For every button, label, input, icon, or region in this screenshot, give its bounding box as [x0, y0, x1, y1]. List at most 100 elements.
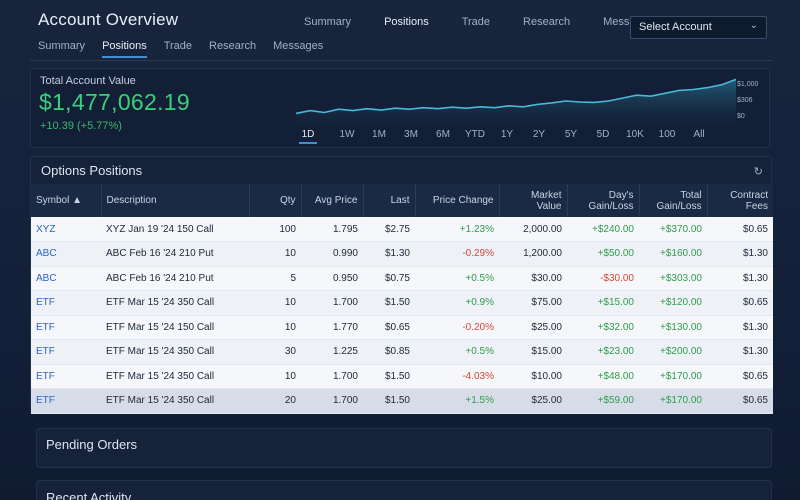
market-value-cell: 1,200.00 [499, 241, 567, 267]
col-symbol[interactable]: Symbol ▲ [31, 184, 102, 217]
account-value-card: Total Account Value $1,477,062.19 +10.39… [30, 68, 770, 148]
refresh-icon[interactable]: ↻ [753, 166, 763, 178]
symbol-cell[interactable]: ETF [31, 388, 101, 414]
description-cell: ABC Feb 16 '24 210 Put [101, 241, 249, 267]
price-change-cell: +0.5% [415, 266, 499, 291]
col-last[interactable]: Last [363, 184, 416, 217]
col-total-gain-loss[interactable]: Total Gain/Loss [639, 184, 708, 217]
market-value-cell: $10.00 [499, 364, 567, 389]
range-10k[interactable]: 10K [626, 129, 644, 140]
table-row[interactable]: ETF ETF Mar 15 '24 350 Call 30 1.225 $0.85 +0… [31, 339, 773, 365]
range-3m[interactable]: 3M [404, 129, 418, 140]
avg-price-cell: 1.700 [301, 290, 363, 316]
col-contract-fees[interactable]: Contract Fees [707, 184, 773, 217]
symbol-cell[interactable]: ETF [31, 315, 101, 340]
symbol-cell[interactable]: XYZ [31, 217, 101, 242]
col-description[interactable]: Description [101, 184, 250, 217]
range-6m[interactable]: 6M [436, 129, 450, 140]
description-cell: ETF Mar 15 '24 350 Call [101, 290, 249, 316]
y-axis-label: $0 [737, 113, 745, 120]
days-gain-loss-cell: +$23.00 [567, 339, 639, 365]
avg-price-cell: 1.770 [301, 315, 363, 340]
range-all[interactable]: All [693, 129, 705, 140]
tab-positions[interactable]: Positions [102, 40, 147, 58]
top-nav-research[interactable]: Research [523, 16, 571, 28]
table-row[interactable]: XYZ XYZ Jan 19 '24 150 Call 100 1.795 $2.75 +… [31, 217, 773, 242]
recent-activity-panel[interactable]: Recent Activity [36, 480, 772, 500]
range-ytd[interactable]: YTD [465, 129, 485, 140]
table-header-row: Symbol ▲ Description Qty Avg Price Last … [31, 184, 773, 217]
range-1w[interactable]: 1W [339, 129, 355, 140]
description-cell: ETF Mar 15 '24 350 Call [101, 388, 249, 414]
symbol-cell[interactable]: ABC [31, 241, 101, 267]
sparkline-area [296, 79, 736, 127]
tab-research[interactable]: Research [209, 40, 257, 52]
sparkline-y-axis: $1,000 $306 $0 [737, 81, 758, 129]
contract-fees-cell: $0.65 [707, 388, 773, 414]
range-1m[interactable]: 1M [372, 129, 386, 140]
symbol-cell[interactable]: ETF [31, 364, 101, 389]
top-nav-trade[interactable]: Trade [461, 16, 491, 28]
symbol-cell[interactable]: ETF [31, 290, 101, 316]
top-nav-summary[interactable]: Summary [304, 16, 352, 28]
col-market-value[interactable]: Market Value [499, 184, 568, 217]
table-row[interactable]: ABC ABC Feb 16 '24 210 Put 5 0.950 $0.75 +0.5… [31, 266, 773, 291]
tab-messages[interactable]: Messages [273, 40, 324, 52]
price-change-cell: +1.23% [415, 217, 499, 242]
avg-price-cell: 1.700 [301, 364, 363, 389]
last-price-cell: $0.75 [363, 266, 415, 291]
price-change-cell: +0.5% [415, 339, 499, 365]
days-gain-loss-cell: +$48.00 [567, 364, 639, 389]
market-value-cell: $15.00 [499, 339, 567, 365]
last-price-cell: $1.50 [363, 388, 415, 414]
symbol-cell[interactable]: ETF [31, 339, 101, 365]
last-price-cell: $2.75 [363, 217, 415, 242]
col-days-gain-loss[interactable]: Day's Gain/Loss [567, 184, 640, 217]
last-price-cell: $1.50 [363, 290, 415, 316]
time-range-selector: 1D 1W 1M 3M 6M YTD 1Y 2Y 5Y 5D 10K 100 A… [299, 129, 715, 144]
range-1y[interactable]: 1Y [500, 129, 514, 140]
description-cell: ETF Mar 15 '24 350 Call [101, 364, 249, 389]
range-5d[interactable]: 5D [596, 129, 610, 140]
symbol-cell[interactable]: ABC [31, 266, 101, 291]
market-value-cell: $30.00 [499, 266, 567, 291]
col-price-change[interactable]: Price Change [415, 184, 500, 217]
account-select[interactable]: Select Account ⌄ [630, 16, 767, 39]
days-gain-loss-cell: -$30.00 [567, 266, 639, 291]
tab-trade[interactable]: Trade [163, 40, 193, 52]
days-gain-loss-cell: +$32.00 [567, 315, 639, 340]
total-value-label: Total Account Value [40, 75, 136, 87]
top-nav-positions[interactable]: Positions [384, 16, 429, 28]
col-qty[interactable]: Qty [249, 184, 302, 217]
section-title: Recent Activity [46, 490, 132, 500]
pending-orders-panel[interactable]: Pending Orders [36, 428, 772, 468]
table-row[interactable]: ABC ABC Feb 16 '24 210 Put 10 0.990 $1.30 -0.… [31, 241, 773, 267]
col-avg-price[interactable]: Avg Price [301, 184, 364, 217]
range-2y[interactable]: 2Y [532, 129, 546, 140]
days-gain-loss-cell: +$59.00 [567, 388, 639, 414]
account-select-label: Select Account [639, 21, 712, 33]
description-cell: ABC Feb 16 '24 210 Put [101, 266, 249, 291]
contract-fees-cell: $1.30 [707, 241, 773, 267]
table-row[interactable]: ETF ETF Mar 15 '24 350 Call 10 1.700 $1.50 +0… [31, 290, 773, 316]
contract-fees-cell: $1.30 [707, 266, 773, 291]
positions-table: Symbol ▲ Description Qty Avg Price Last … [31, 184, 773, 414]
days-gain-loss-cell: +$240.00 [567, 217, 639, 242]
range-100[interactable]: 100 [658, 129, 676, 140]
qty-cell: 10 [249, 241, 301, 267]
range-5y[interactable]: 5Y [564, 129, 578, 140]
table-row[interactable]: ETF ETF Mar 15 '24 350 Call 20 1.700 $1.50 +1… [31, 388, 773, 414]
total-gain-loss-cell: +$370.00 [639, 217, 707, 242]
total-gain-loss-cell: +$170.00 [639, 364, 707, 389]
tab-summary[interactable]: Summary [38, 40, 86, 52]
table-row[interactable]: ETF ETF Mar 15 '24 350 Call 10 1.700 $1.50 -4… [31, 364, 773, 389]
total-gain-loss-cell: +$303.00 [639, 266, 707, 291]
avg-price-cell: 1.795 [301, 217, 363, 242]
price-change-cell: -4.03% [415, 364, 499, 389]
page-title: Account Overview [38, 10, 179, 29]
range-1d[interactable]: 1D [299, 129, 317, 144]
last-price-cell: $1.30 [363, 241, 415, 267]
table-row[interactable]: ETF ETF Mar 15 '24 150 Call 10 1.770 $0.65 -0… [31, 315, 773, 340]
avg-price-cell: 0.950 [301, 266, 363, 291]
